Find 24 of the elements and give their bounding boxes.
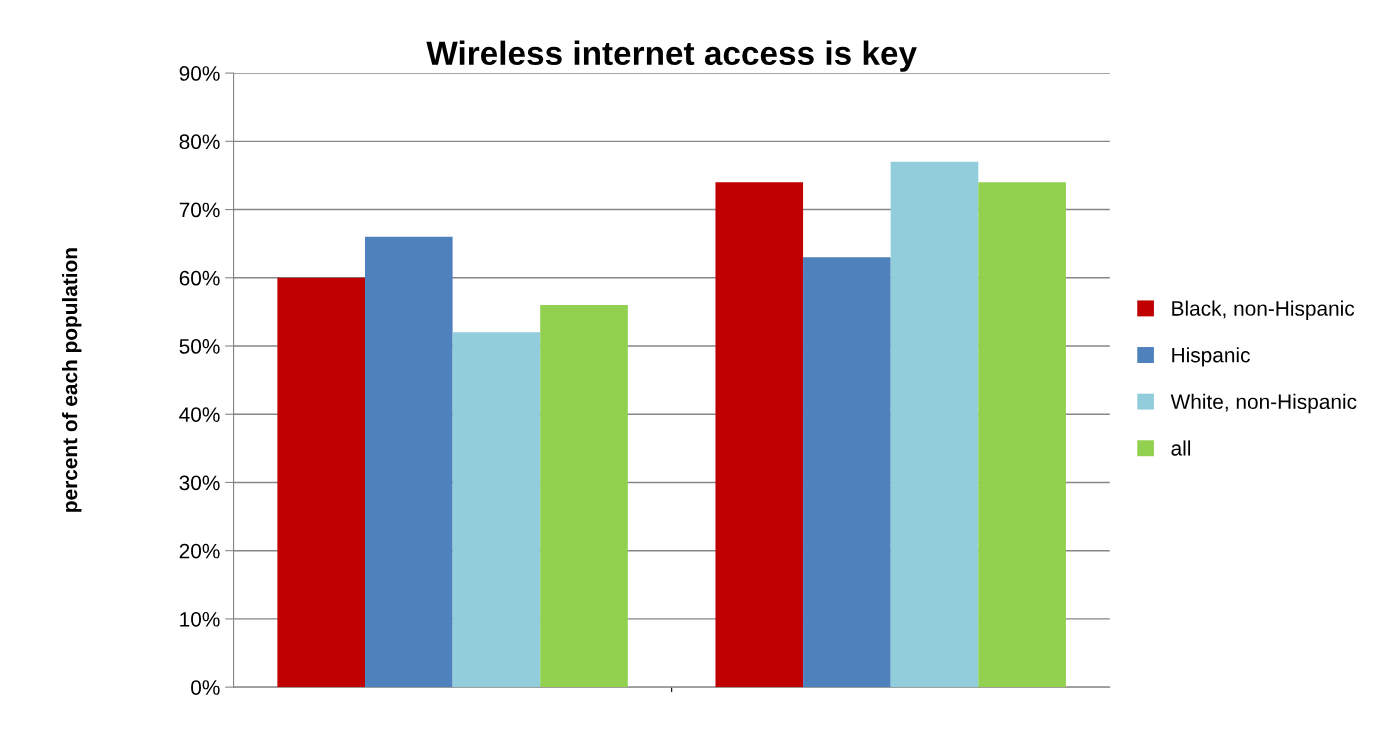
bar [452,332,541,688]
y-tick-label: 60% [179,270,220,286]
y-tick-label: 0% [191,680,220,695]
bar [540,305,628,688]
bar [978,182,1066,688]
chart-title: Wireless internet access is key [426,40,917,72]
y-tick-label: 40% [179,407,220,422]
y-tick-label: 80% [179,134,220,150]
y-tick-label: 50% [179,339,220,354]
bar [277,277,365,688]
legend-label: Hispanic [1172,347,1250,367]
bar [715,182,804,688]
bar [890,161,979,688]
y-tick-label: 10% [180,611,220,627]
y-tick-label: 70% [179,202,220,218]
y-tick-label: 90% [179,66,220,81]
y-axis-title: percent of each population [62,248,82,512]
legend-label: White, non-Hispanic [1170,393,1357,414]
legend-label: all [1171,440,1191,456]
bar [803,257,891,688]
y-tick-label: 30% [179,475,220,491]
bar [364,236,453,688]
y-tick-label: 20% [179,543,220,559]
legend-label: Black, non-Hispanic [1172,300,1355,320]
